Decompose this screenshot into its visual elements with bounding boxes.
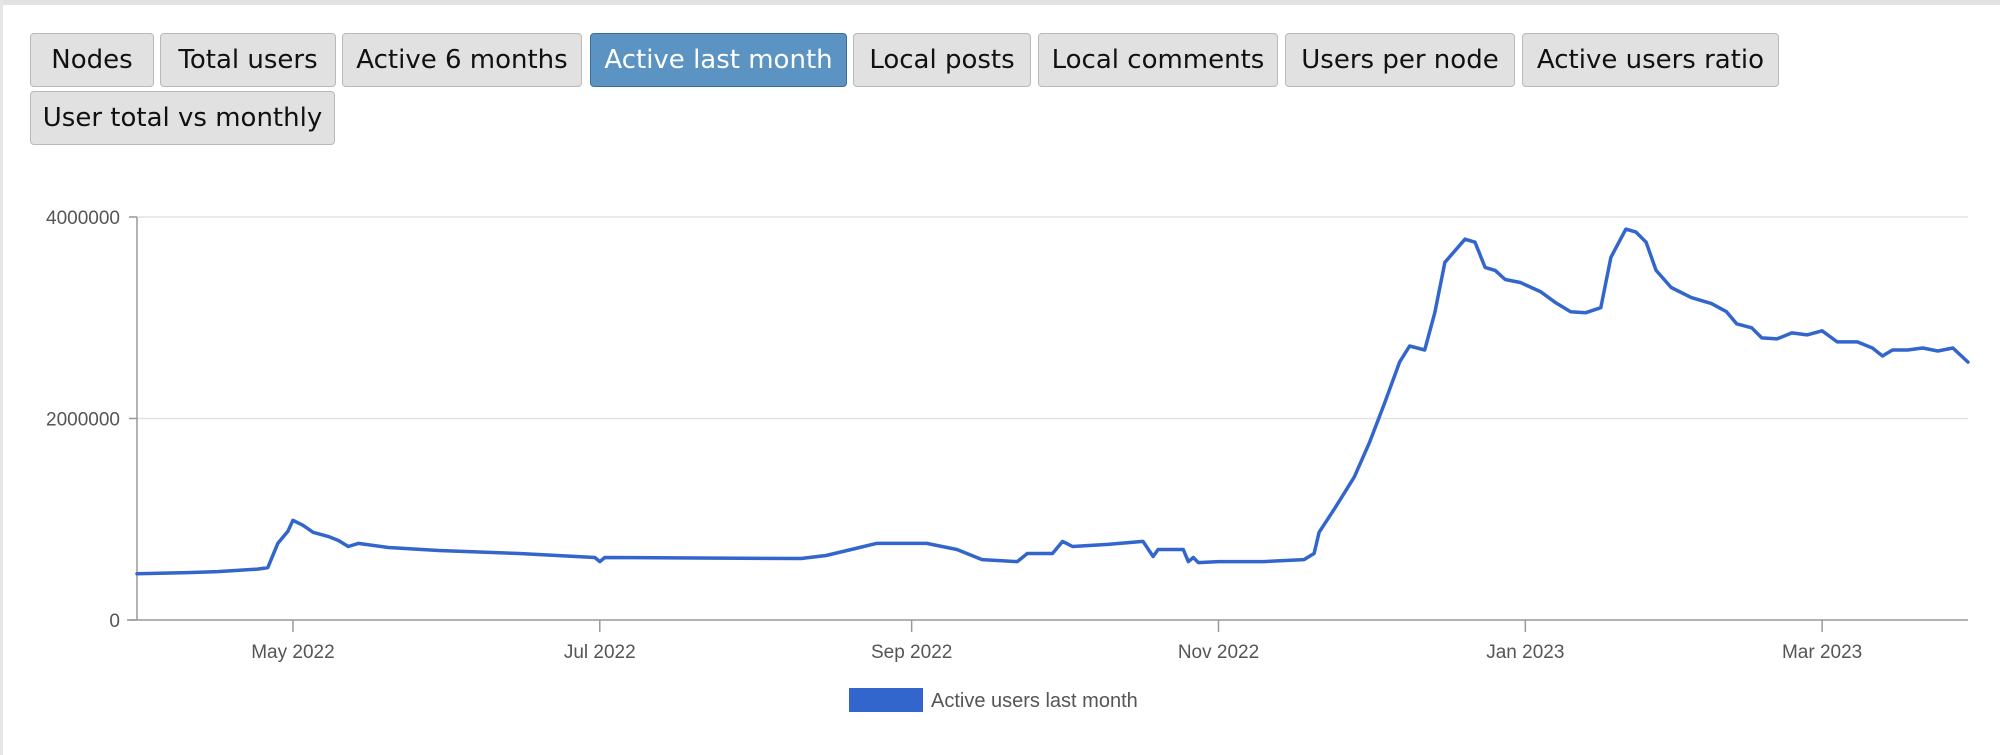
series-line <box>135 227 1970 576</box>
gridlines <box>137 216 1968 420</box>
y-axis-ticks: 0 2000000 4000000 <box>46 208 120 632</box>
x-tick-label: Nov 2022 <box>1178 642 1259 663</box>
x-tick-label: Mar 2023 <box>1782 642 1862 663</box>
active-users-chart: 0 2000000 4000000 May 2022 Jul 2022 Sep 2022… <box>46 208 1970 712</box>
x-axis-ticks: May 2022 Jul 2022 Sep 2022 Nov 2022 Jan 2023… <box>251 620 1862 663</box>
x-tick-label: Jan 2023 <box>1486 642 1564 663</box>
series-layer <box>135 227 1970 576</box>
legend-label: Active users last month <box>931 690 1138 712</box>
tab-nodes[interactable]: Nodes <box>30 33 154 87</box>
x-tick-label: Sep 2022 <box>871 642 952 663</box>
y-tick-label: 0 <box>109 611 120 632</box>
legend-swatch <box>849 688 923 712</box>
y-tick-label: 4000000 <box>46 208 120 229</box>
tab-active-users-ratio[interactable]: Active users ratio <box>1522 33 1779 87</box>
y-tick-label: 2000000 <box>46 410 120 431</box>
tab-local-posts[interactable]: Local posts <box>853 33 1031 87</box>
legend: Active users last month <box>849 688 1138 712</box>
tab-users-per-node[interactable]: Users per node <box>1285 33 1515 87</box>
tab-local-comments[interactable]: Local comments <box>1038 33 1278 87</box>
tab-active-6-months[interactable]: Active 6 months <box>342 33 582 87</box>
axes <box>127 216 1968 621</box>
left-border <box>0 0 3 755</box>
tab-user-total-vs-monthly[interactable]: User total vs monthly <box>30 91 335 145</box>
tab-total-users[interactable]: Total users <box>160 33 336 87</box>
top-border <box>0 0 2000 5</box>
x-tick-label: Jul 2022 <box>564 642 636 663</box>
tab-active-last-month[interactable]: Active last month <box>590 33 847 87</box>
x-tick-label: May 2022 <box>251 642 334 663</box>
